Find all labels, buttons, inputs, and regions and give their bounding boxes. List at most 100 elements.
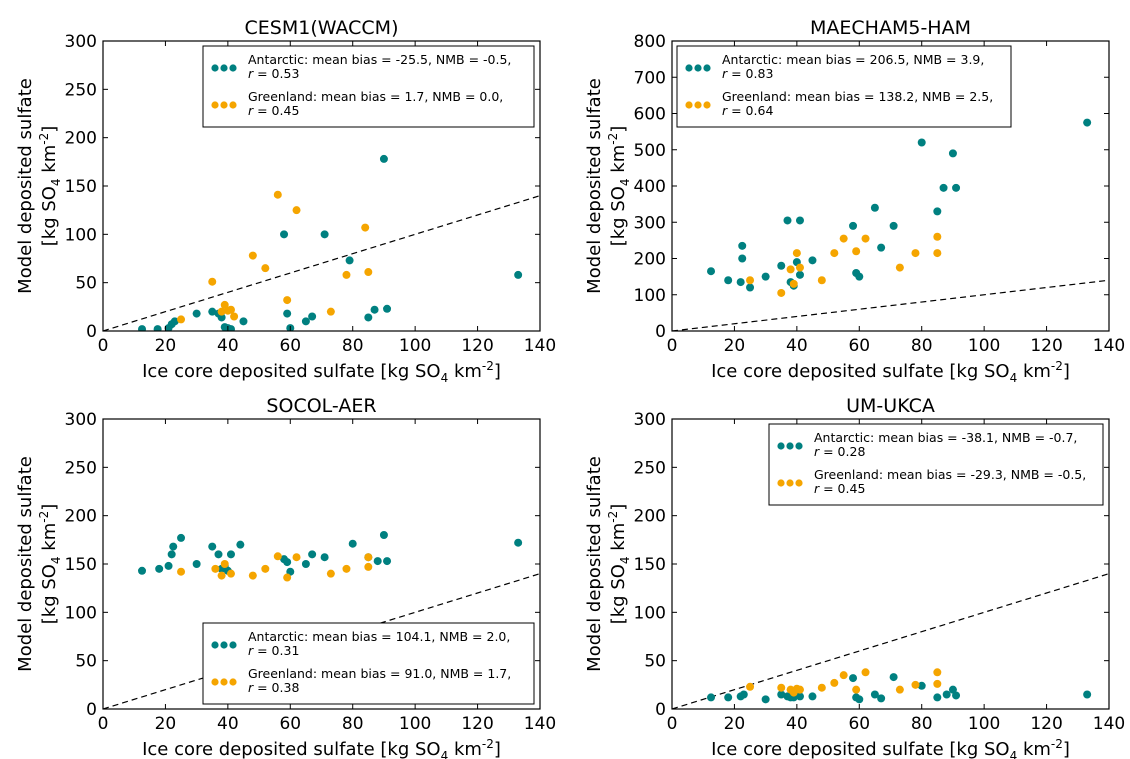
greenland-point bbox=[292, 553, 301, 562]
legend-label: Greenland: mean bias = 91.0, NMB = 1.7, bbox=[248, 666, 511, 681]
chart-title: MAECHAM5-HAM bbox=[810, 17, 971, 39]
antarctic-point bbox=[301, 560, 310, 568]
legend-label-r: r = 0.38 bbox=[248, 680, 299, 695]
antarctic-point bbox=[948, 149, 957, 158]
antarctic-point bbox=[373, 557, 382, 566]
x-tick-label: 120 bbox=[461, 714, 493, 734]
antarctic-point bbox=[345, 256, 354, 265]
y-tick-label: 800 bbox=[634, 32, 666, 52]
antarctic-point bbox=[877, 694, 886, 703]
x-tick-label: 100 bbox=[968, 714, 1000, 734]
greenland-point bbox=[933, 232, 942, 241]
greenland-point bbox=[839, 671, 848, 680]
antarctic-point bbox=[939, 183, 948, 192]
antarctic-point bbox=[379, 154, 388, 163]
antarctic-point bbox=[214, 550, 223, 559]
y-tick-label: 0 bbox=[86, 700, 97, 720]
legend-box bbox=[202, 622, 535, 705]
y-tick-label: 700 bbox=[634, 68, 666, 88]
greenland-point bbox=[283, 296, 292, 305]
x-tick-label: 40 bbox=[786, 336, 808, 356]
legend-marker bbox=[786, 442, 794, 450]
antarctic-point bbox=[849, 674, 858, 683]
x-tick-label: 140 bbox=[524, 714, 556, 734]
antarctic-point bbox=[870, 203, 879, 212]
y-axis-label: Model deposited sulfate [kg SO4 km-2] bbox=[15, 78, 63, 294]
y-tick-label: 0 bbox=[655, 700, 666, 720]
antarctic-point bbox=[280, 230, 289, 239]
chart-title: SOCOL-AER bbox=[266, 395, 376, 417]
greenland-point bbox=[273, 190, 282, 199]
antarctic-point bbox=[192, 560, 201, 568]
y-tick-label: 600 bbox=[634, 105, 666, 125]
x-tick-label: 0 bbox=[667, 336, 678, 356]
greenland-point bbox=[746, 682, 755, 691]
greenland-point bbox=[817, 683, 826, 692]
antarctic-point bbox=[226, 325, 235, 331]
greenland-point bbox=[795, 685, 804, 694]
antarctic-point bbox=[855, 695, 864, 704]
legend-marker bbox=[777, 442, 785, 450]
greenland-point bbox=[861, 234, 870, 243]
greenland-point bbox=[342, 564, 351, 573]
greenland-point bbox=[230, 312, 239, 321]
y-tick-label: 200 bbox=[634, 507, 666, 527]
greenland-point bbox=[177, 315, 186, 324]
greenland-point bbox=[839, 234, 848, 243]
antarctic-point bbox=[707, 693, 716, 702]
x-axis-label: Ice core deposited sulfate [kg SO4 km-2] bbox=[711, 737, 1070, 759]
antarctic-point bbox=[917, 681, 926, 690]
antarctic-point bbox=[808, 256, 817, 265]
reference-line bbox=[103, 573, 540, 709]
antarctic-point bbox=[777, 690, 786, 699]
x-axis-label: Ice core deposited sulfate [kg SO4 km-2] bbox=[142, 359, 501, 385]
legend-marker bbox=[685, 101, 693, 109]
x-tick-label: 60 bbox=[848, 714, 870, 734]
antarctic-point bbox=[514, 270, 523, 279]
antarctic-point bbox=[870, 690, 879, 699]
antarctic-point bbox=[707, 267, 716, 276]
greenland-point bbox=[217, 571, 226, 580]
antarctic-point bbox=[738, 241, 747, 250]
x-tick-label: 60 bbox=[848, 336, 870, 356]
greenland-point bbox=[283, 573, 292, 582]
antarctic-point bbox=[795, 216, 804, 225]
y-tick-label: 500 bbox=[634, 141, 666, 161]
greenland-point bbox=[226, 305, 235, 314]
legend: Antarctic: mean bias = -38.1, NMB = -0.7… bbox=[768, 423, 1104, 506]
greenland-point bbox=[364, 553, 373, 562]
antarctic-point bbox=[320, 230, 329, 239]
legend-marker bbox=[220, 64, 228, 72]
legend-box bbox=[768, 423, 1104, 506]
antarctic-point bbox=[724, 276, 733, 285]
legend-marker bbox=[220, 101, 228, 109]
greenland-point bbox=[342, 270, 351, 279]
x-tick-label: 140 bbox=[524, 336, 556, 356]
greenland-point bbox=[177, 567, 186, 576]
antarctic-point bbox=[383, 304, 392, 313]
y-tick-label: 50 bbox=[644, 652, 666, 672]
antarctic-point bbox=[177, 533, 186, 542]
greenland-point bbox=[895, 263, 904, 272]
x-tick-label: 120 bbox=[1030, 714, 1062, 734]
antarctic-point bbox=[308, 312, 317, 321]
greenland-point bbox=[852, 685, 861, 694]
antarctic-point bbox=[226, 550, 235, 559]
x-tick-label: 100 bbox=[399, 714, 431, 734]
greenland-point bbox=[326, 307, 335, 316]
reference-line bbox=[672, 573, 1109, 709]
y-axis-label: Model deposited sulfate [kg SO4 km-2] bbox=[584, 456, 632, 672]
y-tick-label: 300 bbox=[65, 32, 97, 52]
antarctic-point bbox=[370, 305, 379, 314]
antarctic-point bbox=[239, 317, 248, 326]
antarctic-point bbox=[795, 270, 804, 279]
legend-label: Antarctic: mean bias = -25.5, NMB = -0.5… bbox=[248, 52, 511, 67]
legend-marker bbox=[211, 678, 219, 686]
x-tick-label: 40 bbox=[217, 714, 239, 734]
greenland-point bbox=[273, 552, 282, 561]
antarctic-point bbox=[138, 566, 147, 575]
antarctic-point bbox=[761, 695, 770, 704]
reference-line bbox=[103, 195, 540, 331]
greenland-point bbox=[911, 680, 920, 689]
